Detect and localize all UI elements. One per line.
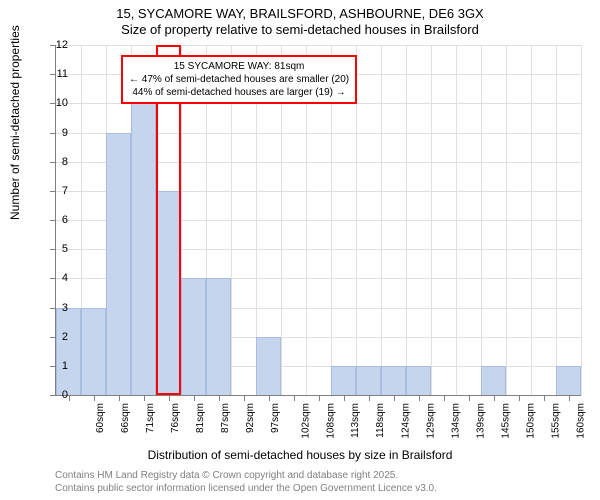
ytick-label: 10	[56, 97, 68, 109]
xtick	[394, 395, 395, 401]
bar	[331, 366, 356, 395]
ytick	[50, 191, 56, 192]
xtick	[269, 395, 270, 401]
xtick	[294, 395, 295, 401]
annotation-line-3: 44% of semi-detached houses are larger (…	[129, 86, 349, 99]
title-line-2: Size of property relative to semi-detach…	[0, 22, 600, 37]
ytick	[50, 249, 56, 250]
bar	[381, 366, 406, 395]
annotation-line-2: ← 47% of semi-detached houses are smalle…	[129, 73, 349, 86]
gridline-v	[531, 45, 532, 395]
xtick-label: 60sqm	[95, 403, 106, 433]
xtick	[69, 395, 70, 401]
gridline-v	[556, 45, 557, 395]
bar	[406, 366, 431, 395]
attribution-line-2: Contains public sector information licen…	[55, 483, 437, 494]
attribution-line-1: Contains HM Land Registry data © Crown c…	[55, 470, 398, 481]
bar	[206, 278, 231, 395]
xtick-label: 113sqm	[349, 403, 360, 438]
gridline-v	[481, 45, 482, 395]
xtick	[369, 395, 370, 401]
bar	[556, 366, 581, 395]
xtick	[444, 395, 445, 401]
xtick	[569, 395, 570, 401]
ytick	[50, 133, 56, 134]
xtick-label: 118sqm	[374, 403, 385, 438]
xtick-label: 155sqm	[550, 403, 561, 439]
xtick-label: 87sqm	[220, 403, 231, 433]
ytick	[50, 395, 56, 396]
xtick-label: 134sqm	[450, 403, 461, 439]
xtick-label: 108sqm	[325, 403, 336, 439]
ytick	[50, 220, 56, 221]
xtick	[319, 395, 320, 401]
xtick-label: 102sqm	[300, 403, 311, 439]
bar	[56, 308, 81, 396]
xtick	[544, 395, 545, 401]
ytick-label: 2	[62, 331, 68, 343]
gridline-v	[456, 45, 457, 395]
xtick	[469, 395, 470, 401]
xtick-label: 66sqm	[120, 403, 131, 433]
ytick-label: 7	[62, 185, 68, 197]
gridline-h	[56, 45, 581, 46]
xtick-label: 145sqm	[500, 403, 511, 439]
annotation-box: 15 SYCAMORE WAY: 81sqm← 47% of semi-deta…	[121, 55, 357, 104]
gridline-v	[406, 45, 407, 395]
ytick-label: 3	[62, 302, 68, 314]
xtick-label: 76sqm	[170, 403, 181, 433]
xtick	[344, 395, 345, 401]
xtick-label: 92sqm	[245, 403, 256, 433]
xtick-label: 139sqm	[475, 403, 486, 439]
ytick-label: 6	[62, 214, 68, 226]
bar	[356, 366, 381, 395]
ytick-label: 11	[57, 68, 68, 80]
ytick-label: 4	[62, 272, 68, 284]
annotation-line-1: 15 SYCAMORE WAY: 81sqm	[129, 60, 349, 73]
xtick	[519, 395, 520, 401]
bar	[131, 103, 156, 395]
chart-container: 15, SYCAMORE WAY, BRAILSFORD, ASHBOURNE,…	[0, 0, 600, 500]
ytick-label: 5	[62, 243, 68, 255]
xtick	[169, 395, 170, 401]
xtick-label: 97sqm	[270, 403, 281, 433]
ytick	[50, 74, 56, 75]
bar	[481, 366, 506, 395]
xtick	[494, 395, 495, 401]
xtick	[244, 395, 245, 401]
xtick	[419, 395, 420, 401]
gridline-v	[381, 45, 382, 395]
bar	[106, 133, 131, 396]
plot-area: 15 SYCAMORE WAY: 81sqm← 47% of semi-deta…	[55, 45, 581, 396]
xtick-label: 81sqm	[195, 403, 206, 433]
x-axis-label: Distribution of semi-detached houses by …	[0, 448, 600, 462]
gridline-v	[581, 45, 582, 395]
xtick	[194, 395, 195, 401]
bar	[81, 308, 106, 396]
xtick	[219, 395, 220, 401]
bar	[181, 278, 206, 395]
ytick	[50, 162, 56, 163]
xtick-label: 160sqm	[575, 403, 586, 439]
ytick	[50, 278, 56, 279]
ytick-label: 8	[62, 156, 68, 168]
ytick-label: 9	[62, 127, 68, 139]
ytick-label: 0	[62, 389, 68, 401]
gridline-v	[431, 45, 432, 395]
gridline-v	[506, 45, 507, 395]
bar	[256, 337, 281, 395]
xtick-label: 71sqm	[145, 403, 156, 433]
ytick-label: 12	[56, 39, 68, 51]
title-line-1: 15, SYCAMORE WAY, BRAILSFORD, ASHBOURNE,…	[0, 6, 600, 21]
xtick-label: 129sqm	[425, 403, 436, 439]
xtick	[144, 395, 145, 401]
xtick	[119, 395, 120, 401]
xtick	[94, 395, 95, 401]
ytick-label: 1	[62, 360, 68, 372]
xtick-label: 124sqm	[400, 403, 411, 439]
xtick-label: 150sqm	[525, 403, 536, 439]
y-axis-label: Number of semi-detached properties	[8, 25, 22, 220]
